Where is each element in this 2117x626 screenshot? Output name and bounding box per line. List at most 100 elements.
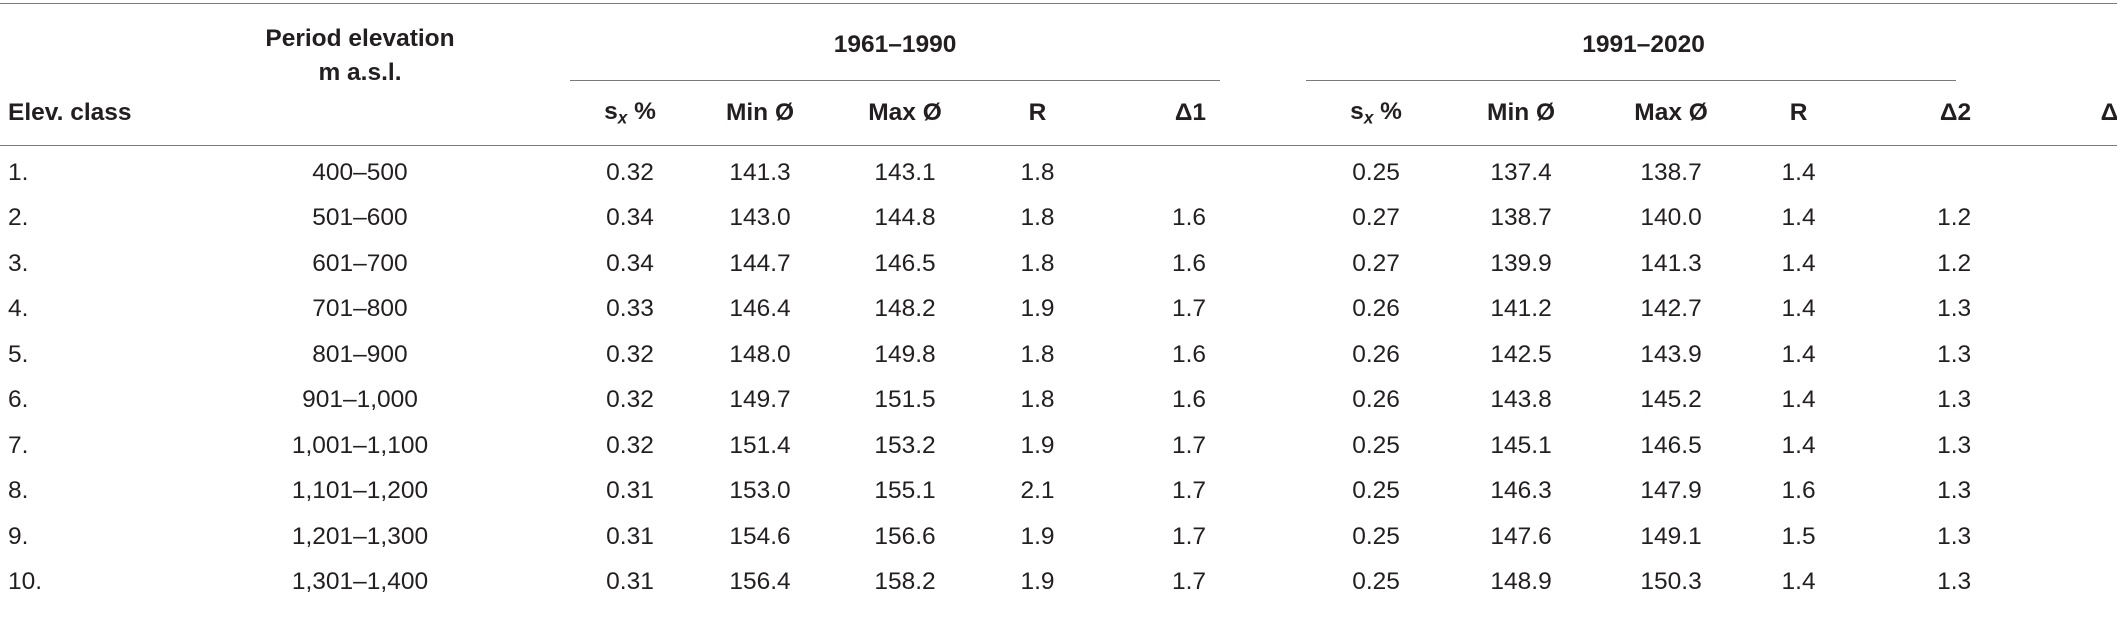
delta1-cell — [1095, 144, 1220, 196]
max2-cell: 145.2 — [1640, 386, 1702, 414]
period-elevation-header: Period elevation m a.s.l. — [150, 22, 570, 90]
sx2-header: sx % — [1350, 97, 1402, 128]
max1-cell: 143.1 — [874, 158, 936, 186]
delta2-cell: 1.3 — [1937, 386, 1972, 414]
period2-header: 1991–2020 — [1582, 31, 1705, 58]
max2-header: Max Ø — [1634, 99, 1708, 126]
class-cell: 5. — [8, 340, 29, 368]
sx2-cell: 0.25 — [1352, 477, 1400, 505]
delta12-cell: 0.3 — [1981, 378, 2117, 424]
delta12-cell: 0.3 — [1981, 332, 2117, 378]
max2-cell: 150.3 — [1640, 568, 1702, 596]
delta12-cell: 0.4 — [1981, 560, 2117, 606]
min1-cell: 154.6 — [729, 522, 791, 550]
delta2-cell: 1.3 — [1937, 431, 1972, 459]
r2-cell: 1.4 — [1781, 158, 1816, 186]
r1-cell: 1.9 — [1020, 431, 1055, 459]
min2-cell: 139.9 — [1490, 249, 1552, 277]
sx2-cell: 0.27 — [1352, 249, 1400, 277]
sx2-cell: 0.26 — [1352, 340, 1400, 368]
sx1-cell: 0.34 — [606, 249, 654, 277]
class-cell: 2. — [8, 204, 29, 232]
elev-class-header: Elev. class — [8, 99, 132, 126]
class-cell: 3. — [8, 249, 29, 277]
r1-header: R — [1028, 99, 1047, 126]
max2-cell: 143.9 — [1640, 340, 1702, 368]
delta2-cell: 1.3 — [1937, 477, 1972, 505]
delta12-cell — [1981, 144, 2117, 196]
sx1-cell: 0.31 — [606, 477, 654, 505]
table-row: 7. 1,001–1,100 0.32 151.4 153.2 1.9 1.7 0.25 145… — [0, 423, 2117, 469]
elevation-cell: 801–900 — [312, 340, 408, 368]
max1-cell: 155.1 — [874, 477, 936, 505]
r1-cell: 1.9 — [1020, 522, 1055, 550]
table-row: 3. 601–700 0.34 144.7 146.5 1.8 1.6 0.27 139.9 14… — [0, 241, 2117, 287]
max2-cell: 142.7 — [1640, 295, 1702, 323]
period2-span-rule — [1306, 80, 1956, 81]
r2-cell: 1.4 — [1781, 386, 1816, 414]
elevation-cell: 601–700 — [312, 249, 408, 277]
delta1-cell: 1.6 — [1172, 386, 1207, 414]
min1-cell: 156.4 — [729, 568, 791, 596]
sx1-cell: 0.32 — [606, 431, 654, 459]
header-row-periods: 1961–1990 1991–2020 — [0, 0, 2117, 82]
delta1-header: Δ1 — [1174, 99, 1207, 126]
min1-cell: 149.7 — [729, 386, 791, 414]
table-row: 5. 801–900 0.32 148.0 149.8 1.8 1.6 0.26 142.5 14… — [0, 332, 2117, 378]
r2-cell: 1.5 — [1781, 522, 1816, 550]
sx2-cell: 0.25 — [1352, 522, 1400, 550]
class-cell: 7. — [8, 431, 29, 459]
max1-cell: 146.5 — [874, 249, 936, 277]
r1-cell: 2.1 — [1020, 477, 1055, 505]
table-row: 10. 1,301–1,400 0.31 156.4 158.2 1.9 1.7 0.25 14… — [0, 560, 2117, 606]
min1-cell: 151.4 — [729, 431, 791, 459]
min1-cell: 143.0 — [729, 204, 791, 232]
delta2-header: Δ2 — [1939, 99, 1972, 126]
elevation-table: 1961–1990 1991–2020 Elev. class sx % Min… — [0, 0, 2117, 606]
min1-header: Min Ø — [725, 99, 795, 126]
delta2-cell: 1.3 — [1937, 340, 1972, 368]
sx1-header: sx % — [604, 97, 656, 128]
sx2-cell: 0.26 — [1352, 295, 1400, 323]
delta1-cell: 1.6 — [1172, 249, 1207, 277]
r2-cell: 1.4 — [1781, 340, 1816, 368]
min2-cell: 148.9 — [1490, 568, 1552, 596]
min1-cell: 144.7 — [729, 249, 791, 277]
class-cell: 8. — [8, 477, 29, 505]
period1-header: 1961–1990 — [833, 31, 957, 58]
delta2-cell: 1.2 — [1937, 204, 1972, 232]
delta2-cell: 1.2 — [1937, 249, 1972, 277]
delta2-cell: 1.3 — [1937, 522, 1972, 550]
max2-cell: 146.5 — [1640, 431, 1702, 459]
delta12-cell: 0.4 — [1981, 287, 2117, 333]
table-row: 2. 501–600 0.34 143.0 144.8 1.8 1.6 0.27 138.7 14… — [0, 196, 2117, 242]
sx2-cell: 0.26 — [1352, 386, 1400, 414]
r1-cell: 1.8 — [1020, 340, 1055, 368]
r1-cell: 1.9 — [1020, 295, 1055, 323]
delta2-cell: 1.3 — [1937, 568, 1972, 596]
class-cell: 6. — [8, 386, 29, 414]
delta1-cell: 1.7 — [1172, 295, 1207, 323]
elevation-cell: 701–800 — [312, 295, 408, 323]
delta1-cell: 1.7 — [1172, 522, 1207, 550]
sx1-cell: 0.32 — [606, 158, 654, 186]
class-cell: 4. — [8, 295, 29, 323]
min2-cell: 137.4 — [1490, 158, 1552, 186]
sx1-cell: 0.32 — [606, 340, 654, 368]
r1-cell: 1.8 — [1020, 249, 1055, 277]
r2-cell: 1.4 — [1781, 249, 1816, 277]
table-row: 9. 1,201–1,300 0.31 154.6 156.6 1.9 1.7 0.25 147… — [0, 514, 2117, 560]
min1-cell: 146.4 — [729, 295, 791, 323]
delta1-cell: 1.6 — [1172, 340, 1207, 368]
elevation-cell: 400–500 — [312, 158, 408, 186]
class-cell: 9. — [8, 522, 29, 550]
delta1-cell: 1.7 — [1172, 477, 1207, 505]
sx1-cell: 0.34 — [606, 204, 654, 232]
max2-cell: 141.3 — [1640, 249, 1702, 277]
max1-header: Max Ø — [868, 99, 942, 126]
header-rule — [0, 145, 2117, 146]
max1-cell: 151.5 — [874, 386, 936, 414]
max1-cell: 144.8 — [874, 204, 936, 232]
period-elevation-line1: Period elevation — [265, 25, 455, 52]
r2-header: R — [1789, 99, 1808, 126]
